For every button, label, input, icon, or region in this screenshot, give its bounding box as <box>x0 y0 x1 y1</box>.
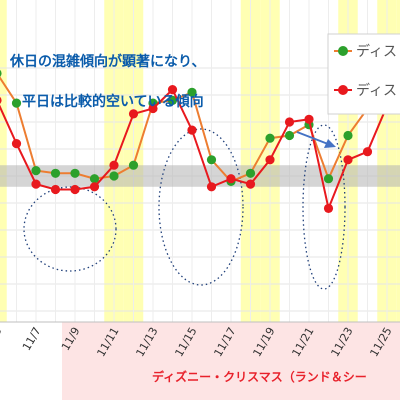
series-2-point <box>265 155 275 165</box>
series-1-point <box>343 130 353 141</box>
series-1-point <box>187 87 197 97</box>
series-2-point <box>11 139 22 149</box>
x-tick-label: 11/7 <box>20 325 44 353</box>
series-2-point <box>284 117 295 127</box>
series-2-point <box>245 179 256 189</box>
series-2-point <box>0 96 2 104</box>
series-1-point <box>323 174 334 184</box>
series-2-point <box>304 114 314 124</box>
series-1-point <box>70 168 80 178</box>
series-2-point <box>362 147 373 157</box>
legend-label-series-2: ディス <box>356 82 397 99</box>
series-2-line <box>0 86 400 212</box>
series-1-point <box>245 168 256 178</box>
legend-marker-series-1 <box>338 46 348 56</box>
weekend-band-11-5 <box>0 0 7 322</box>
annotation-line-2: 平日は比較的空いている傾向 <box>22 93 204 110</box>
series-2-point <box>50 184 61 195</box>
legend-label-series-1: ディス <box>356 43 397 60</box>
x-tick-label: 11/5 <box>0 325 5 353</box>
series-2-point <box>167 85 178 95</box>
series-2-point <box>89 182 100 192</box>
series-2-point <box>109 160 119 170</box>
series-1-point <box>128 160 139 170</box>
series-2-point <box>148 103 158 114</box>
series-1-point <box>50 168 61 178</box>
highlight-ellipse-2 <box>158 128 244 286</box>
legend: ディス ディス <box>327 33 400 115</box>
weekend-band-11-26 <box>396 0 400 322</box>
series-1-point <box>0 69 2 77</box>
series-2-point <box>323 203 334 213</box>
trend-arrow <box>296 131 336 148</box>
series-1-point <box>265 133 275 143</box>
highlight-ellipse-1 <box>23 186 117 272</box>
legend-marker-series-2 <box>338 85 348 95</box>
highlight-ellipses <box>23 124 346 290</box>
event-label: ディズニー・クリスマス（ランド＆シー <box>152 369 367 384</box>
series-2-point <box>128 109 139 119</box>
series-1-line <box>0 66 400 183</box>
highlight-ellipse-3 <box>302 124 346 290</box>
series-2-point <box>70 184 80 195</box>
series-2-point <box>187 125 197 135</box>
series-2-point <box>206 182 217 192</box>
series-1-point <box>89 174 100 184</box>
series-layer <box>0 66 400 213</box>
series-1-point <box>206 155 217 165</box>
event-period-band <box>62 322 400 400</box>
series-1-point <box>109 171 119 181</box>
series-1-point <box>11 98 22 108</box>
series-1-point <box>284 130 295 141</box>
series-2-point <box>31 179 41 189</box>
series-2-point <box>226 174 236 184</box>
series-2-point <box>343 155 353 165</box>
annotation-line-1: 休日の混雑傾向が顕著になり、 <box>9 53 205 70</box>
reference-band <box>0 165 400 187</box>
series-1-point <box>167 95 178 105</box>
series-1-point <box>31 166 41 176</box>
